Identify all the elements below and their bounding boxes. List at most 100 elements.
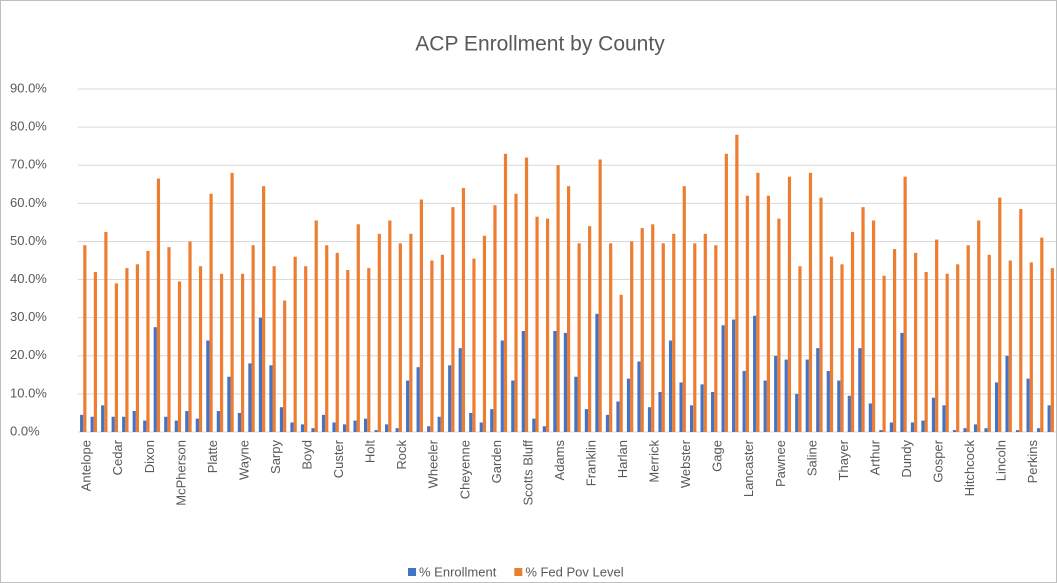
x-tick-label: Sarpy bbox=[268, 440, 283, 474]
bar bbox=[346, 270, 350, 432]
bar bbox=[998, 197, 1002, 432]
bar bbox=[143, 420, 147, 432]
bar bbox=[984, 428, 988, 432]
bar bbox=[945, 273, 949, 432]
x-tick-label: Saline bbox=[804, 440, 819, 476]
bar bbox=[156, 178, 161, 432]
bar bbox=[668, 340, 673, 432]
x-tick-label: Hitchcock bbox=[962, 440, 977, 497]
bar bbox=[258, 317, 263, 432]
bar bbox=[819, 197, 823, 432]
bar bbox=[482, 235, 487, 432]
x-tick-label: Cheyenne bbox=[457, 440, 472, 499]
bar bbox=[879, 430, 883, 432]
bar bbox=[735, 134, 739, 432]
bar bbox=[574, 376, 578, 432]
bar bbox=[1037, 428, 1041, 432]
bar bbox=[353, 420, 357, 432]
x-tick-label: Garden bbox=[489, 440, 504, 483]
x-tick-label: Gage bbox=[710, 440, 725, 472]
bar bbox=[335, 252, 339, 432]
y-tick-label: 50.0% bbox=[10, 233, 47, 248]
bar bbox=[931, 397, 936, 432]
bar bbox=[195, 418, 199, 432]
x-tick-label: Gosper bbox=[931, 439, 946, 482]
bar bbox=[440, 254, 445, 432]
bar bbox=[227, 376, 231, 432]
bar bbox=[469, 412, 473, 432]
bar bbox=[651, 224, 655, 432]
bar bbox=[693, 243, 697, 432]
bar bbox=[542, 426, 546, 432]
legend-swatch bbox=[514, 568, 523, 576]
bar bbox=[283, 300, 287, 432]
x-tick-label: Dundy bbox=[899, 440, 914, 478]
x-tick-label: Thayer bbox=[836, 439, 851, 480]
x-tick-label: Lancaster bbox=[741, 439, 756, 497]
bar bbox=[1019, 209, 1023, 432]
bar bbox=[356, 224, 360, 432]
bar bbox=[164, 416, 168, 432]
x-tick-label: Boyd bbox=[300, 440, 315, 470]
bar bbox=[388, 220, 392, 432]
y-tick-label: 70.0% bbox=[10, 157, 47, 172]
bar bbox=[703, 233, 707, 432]
bar bbox=[461, 188, 466, 432]
bar bbox=[503, 153, 508, 433]
bar bbox=[935, 239, 939, 432]
bar bbox=[293, 256, 297, 432]
bar bbox=[1050, 268, 1054, 432]
bar bbox=[563, 332, 567, 432]
bar bbox=[1015, 430, 1020, 432]
bar bbox=[679, 382, 683, 432]
bar bbox=[816, 348, 820, 432]
bar bbox=[700, 384, 704, 432]
bar bbox=[406, 380, 410, 432]
bar bbox=[104, 231, 108, 432]
bar bbox=[153, 327, 157, 432]
bar bbox=[567, 186, 571, 432]
bar bbox=[584, 409, 589, 432]
bar bbox=[556, 165, 560, 432]
bar bbox=[798, 266, 802, 432]
bar bbox=[924, 271, 928, 432]
y-tick-label: 90.0% bbox=[10, 80, 47, 95]
bar bbox=[630, 241, 634, 432]
bar bbox=[524, 157, 529, 432]
bar bbox=[745, 195, 749, 432]
bar bbox=[672, 233, 676, 432]
chart-title: ACP Enrollment by County bbox=[415, 33, 665, 56]
bar bbox=[577, 243, 581, 432]
bar bbox=[314, 220, 318, 432]
bar bbox=[605, 414, 610, 432]
bar bbox=[177, 281, 182, 432]
bar bbox=[714, 245, 718, 432]
bar bbox=[132, 411, 136, 432]
bar bbox=[342, 424, 347, 432]
bar bbox=[900, 332, 904, 432]
bar bbox=[90, 416, 94, 432]
bar bbox=[903, 176, 907, 432]
legend-label: % Enrollment bbox=[419, 564, 497, 579]
bar bbox=[910, 422, 915, 432]
bar bbox=[511, 380, 515, 432]
bar bbox=[661, 243, 665, 432]
bar bbox=[787, 176, 792, 432]
bar bbox=[101, 405, 105, 432]
bar bbox=[784, 359, 788, 432]
bar bbox=[363, 418, 368, 432]
bar bbox=[209, 193, 213, 432]
bar bbox=[987, 254, 991, 432]
bar bbox=[237, 412, 241, 432]
bar bbox=[174, 420, 178, 432]
bar bbox=[682, 186, 686, 432]
x-tick-label: Platte bbox=[205, 440, 220, 473]
bar bbox=[248, 363, 252, 432]
bar bbox=[279, 407, 284, 432]
bar bbox=[332, 422, 336, 432]
bar bbox=[83, 245, 87, 432]
bar bbox=[1008, 260, 1012, 432]
bar bbox=[598, 159, 602, 432]
bar bbox=[753, 315, 757, 432]
